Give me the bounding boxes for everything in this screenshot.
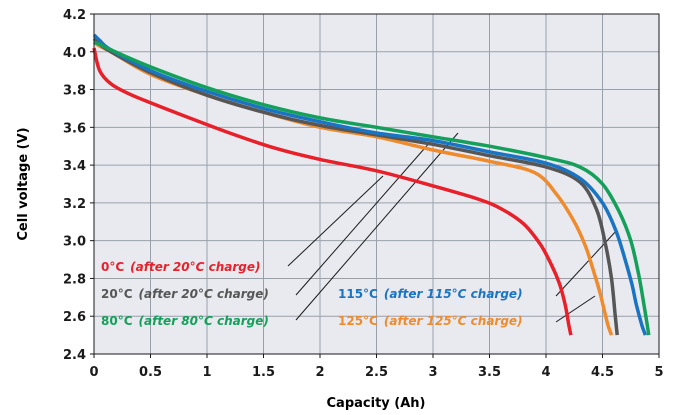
series-label: 115°C (after 115°C charge) — [338, 287, 523, 301]
leader-line — [555, 229, 618, 297]
y-axis-title: Cell voltage (V) — [16, 127, 31, 240]
y-tick-label: 4.0 — [63, 46, 86, 61]
series-label: 125°C (after 125°C charge) — [338, 314, 523, 328]
x-tick-label: 1.5 — [252, 365, 275, 380]
x-tick-label: 2.5 — [365, 365, 388, 380]
series-label: 0°C (after 20°C charge) — [101, 260, 261, 274]
series-label: 80°C (after 80°C charge) — [101, 314, 269, 328]
y-tick-label: 4.2 — [63, 8, 86, 23]
x-tick-label: 2 — [315, 365, 324, 380]
x-tick-label: 0.5 — [139, 365, 162, 380]
y-tick-label: 3.4 — [63, 159, 86, 174]
series-name: 0°C — [101, 260, 124, 274]
y-tick-label: 2.8 — [63, 272, 86, 287]
y-axis-ticks: 2.4 2.6 2.8 3.0 3.2 3.4 3.6 3.8 4.0 4.2 — [63, 8, 94, 363]
y-tick-label: 3.0 — [63, 235, 86, 250]
series-condition: (after 20°C charge) — [139, 287, 269, 301]
series-condition: (after 115°C charge) — [384, 287, 523, 301]
series-condition: (after 20°C charge) — [130, 260, 260, 274]
y-tick-label: 3.8 — [63, 84, 86, 99]
series-line-0 — [92, 47, 573, 336]
series-label: 20°C (after 20°C charge) — [101, 287, 269, 301]
series-name: 125°C — [338, 314, 378, 328]
y-tick-label: 2.4 — [63, 348, 86, 363]
x-tick-label: 0 — [89, 365, 98, 380]
x-tick-label: 3 — [428, 365, 437, 380]
series-condition: (after 125°C charge) — [384, 314, 523, 328]
x-tick-label: 1 — [202, 365, 211, 380]
leader-line — [295, 132, 459, 321]
series-name: 80°C — [101, 314, 133, 328]
x-axis-title: Capacity (Ah) — [327, 396, 426, 411]
series-name: 115°C — [338, 287, 378, 301]
leader-line — [295, 140, 432, 296]
x-tick-label: 3.5 — [478, 365, 501, 380]
label-leaders — [287, 132, 618, 323]
series-name: 20°C — [101, 287, 133, 301]
x-tick-label: 5 — [654, 365, 663, 380]
series-line-2 — [93, 40, 651, 336]
x-axis-ticks: 0 0.5 1 1.5 2 2.5 3 3.5 4 4.5 5 — [89, 354, 664, 380]
leader-line — [555, 295, 596, 323]
y-tick-label: 3.2 — [63, 197, 86, 212]
series-condition: (after 80°C charge) — [139, 314, 269, 328]
y-tick-label: 2.6 — [63, 310, 86, 325]
series-line-3 — [92, 33, 648, 336]
series-lines — [92, 33, 651, 336]
x-tick-label: 4.5 — [591, 365, 614, 380]
y-tick-label: 3.6 — [63, 121, 86, 136]
leader-line — [287, 175, 384, 267]
x-tick-label: 4 — [541, 365, 550, 380]
series-labels: 0°C (after 20°C charge) 20°C (after 20°C ch… — [101, 260, 523, 328]
